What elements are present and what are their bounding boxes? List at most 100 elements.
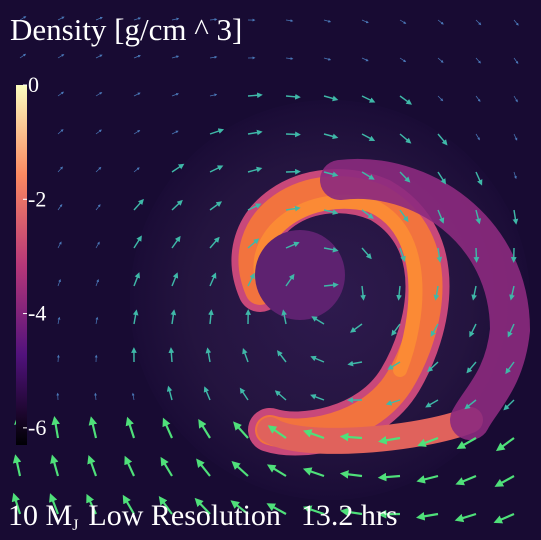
- velocity-arrow: [310, 394, 325, 401]
- velocity-arrow: [464, 399, 477, 410]
- velocity-arrow: [475, 57, 481, 64]
- velocity-arrow: [347, 360, 363, 367]
- velocity-arrow: [88, 416, 98, 439]
- velocity-arrow: [247, 92, 263, 99]
- velocity-arrow: [377, 472, 401, 482]
- velocity-arrow: [475, 133, 480, 141]
- velocity-arrow: [162, 417, 173, 439]
- velocity-arrow: [95, 54, 103, 59]
- velocity-arrow: [310, 355, 325, 363]
- velocity-arrow: [399, 171, 411, 183]
- velocity-arrow: [171, 199, 183, 211]
- velocity-arrow: [323, 209, 339, 215]
- velocity-arrow: [425, 399, 439, 408]
- velocity-arrow: [323, 246, 339, 253]
- velocity-arrow: [95, 166, 102, 173]
- velocity-arrow: [285, 93, 301, 100]
- velocity-arrow: [209, 55, 218, 59]
- velocity-arrow: [513, 19, 519, 26]
- velocity-arrow: [196, 458, 211, 477]
- velocity-arrow: [302, 429, 325, 440]
- velocity-arrow: [124, 455, 135, 477]
- velocity-arrow: [171, 93, 179, 97]
- velocity-arrow: [19, 16, 27, 21]
- velocity-arrow: [323, 95, 339, 102]
- velocity-arrow: [349, 323, 363, 333]
- velocity-arrow: [12, 454, 22, 477]
- velocity-arrow: [475, 209, 482, 225]
- velocity-arrow: [230, 500, 249, 515]
- velocity-arrow: [513, 57, 519, 65]
- velocity-arrow: [455, 475, 477, 486]
- velocity-arrow: [361, 57, 369, 62]
- velocity-arrow: [285, 19, 294, 23]
- velocity-arrow: [133, 167, 140, 173]
- velocity-arrow: [247, 166, 263, 173]
- velocity-arrow: [158, 496, 173, 515]
- velocity-arrow: [57, 241, 62, 249]
- colorbar-axis: 0 -2 -4 -6: [23, 72, 46, 440]
- velocity-arrow: [396, 285, 402, 301]
- velocity-arrow: [339, 432, 363, 442]
- velocity-arrow: [361, 95, 376, 103]
- velocity-arrow: [302, 505, 325, 516]
- velocity-arrow: [266, 464, 287, 477]
- colorbar-tick-label: -4: [28, 301, 46, 326]
- velocity-arrow: [57, 129, 64, 135]
- velocity-arrow: [436, 247, 443, 263]
- velocity-arrow: [95, 316, 99, 325]
- velocity-arrow: [133, 17, 142, 21]
- velocity-arrow: [505, 361, 515, 375]
- velocity-arrow: [311, 316, 325, 325]
- velocity-arrow: [302, 467, 325, 478]
- velocity-arrow: [171, 272, 179, 287]
- velocity-arrow: [247, 203, 262, 211]
- velocity-arrow: [57, 54, 65, 59]
- velocity-arrow: [494, 475, 515, 487]
- velocity-arrow: [475, 171, 483, 186]
- velocity-arrow: [133, 92, 141, 97]
- velocity-arrow: [473, 247, 480, 263]
- velocity-arrow: [209, 272, 217, 287]
- velocity-arrow: [285, 273, 295, 287]
- velocity-arrow: [125, 416, 136, 439]
- velocity-arrow: [323, 171, 339, 178]
- velocity-arrow: [57, 203, 63, 211]
- velocity-arrow: [323, 19, 332, 23]
- velocity-arrow: [513, 171, 517, 180]
- velocity-arrow: [194, 497, 211, 515]
- velocity-arrow: [361, 209, 374, 219]
- velocity-arrow: [122, 494, 135, 515]
- velocity-arrow: [360, 285, 366, 301]
- velocity-arrow: [323, 282, 339, 288]
- velocity-arrow: [239, 387, 249, 401]
- velocity-arrow: [323, 57, 332, 61]
- velocity-arrow: [430, 323, 439, 337]
- velocity-arrow: [168, 347, 175, 363]
- velocity-arrow: [132, 309, 139, 325]
- velocity-arrow: [339, 507, 363, 517]
- velocity-arrow: [95, 279, 99, 287]
- velocity-arrow: [454, 512, 477, 523]
- velocity-arrow: [399, 19, 407, 24]
- velocity-arrow: [170, 309, 177, 325]
- velocity-arrow: [242, 348, 249, 363]
- title: Density [g/cm ^ 3]: [10, 12, 242, 47]
- velocity-arrow: [133, 54, 141, 59]
- velocity-arrow: [87, 454, 98, 477]
- velocity-arrow: [247, 129, 263, 136]
- velocity-arrow: [437, 171, 447, 185]
- velocity-arrow: [399, 133, 412, 144]
- velocity-arrow: [399, 95, 413, 105]
- colorbar: [16, 85, 27, 445]
- caption: 10 MJ Low Resolution 13.2 hrs: [8, 499, 398, 534]
- velocity-arrow: [377, 436, 401, 445]
- velocity-arrow: [267, 425, 287, 439]
- velocity-arrow: [285, 241, 300, 249]
- velocity-arrow: [475, 19, 482, 26]
- velocity-arrow: [323, 133, 339, 140]
- velocity-arrow: [503, 399, 515, 411]
- velocity-arrow: [209, 128, 225, 135]
- velocity-arrow: [281, 309, 288, 325]
